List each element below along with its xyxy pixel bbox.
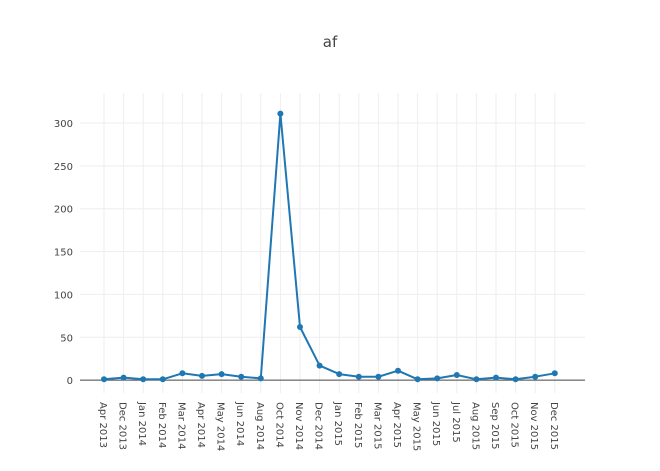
x-tick-label: Jun 2015 xyxy=(430,401,441,446)
data-point xyxy=(199,372,205,379)
data-point xyxy=(159,376,166,383)
data-point xyxy=(551,370,558,377)
x-tick-label: Oct 2015 xyxy=(509,402,520,448)
data-point xyxy=(120,374,127,381)
x-tick-label: Jan 2014 xyxy=(136,401,147,446)
data-point xyxy=(414,376,421,383)
y-tick-label: 50 xyxy=(60,333,73,344)
x-tick-label: Aug 2014 xyxy=(254,402,265,450)
data-point xyxy=(297,324,303,330)
data-point xyxy=(336,371,343,378)
x-tick-label: Apr 2013 xyxy=(97,402,108,448)
x-gridlines xyxy=(103,93,556,393)
data-point xyxy=(493,374,499,381)
data-point xyxy=(101,376,107,383)
x-tick-label: Nov 2014 xyxy=(293,402,304,450)
x-tick-label: Dec 2013 xyxy=(117,402,128,450)
data-point xyxy=(238,373,245,380)
x-tick-label: May 2014 xyxy=(215,402,226,451)
x-tick-label: Oct 2014 xyxy=(273,402,284,448)
y-axis-ticks: 0 50 100 150 200 250 300 xyxy=(54,119,73,387)
data-point xyxy=(434,375,441,382)
x-tick-label: Aug 2015 xyxy=(469,402,480,450)
x-tick-label: Nov 2015 xyxy=(528,402,539,450)
x-tick-label: Dec 2014 xyxy=(313,402,324,450)
series-line xyxy=(103,112,555,381)
x-tick-label: Jun 2014 xyxy=(234,401,245,446)
x-tick-label: Mar 2014 xyxy=(175,402,186,450)
data-point xyxy=(453,372,460,378)
x-tick-label: Feb 2014 xyxy=(156,402,167,448)
x-tick-label: Sep 2015 xyxy=(489,402,500,449)
x-tick-label: Mar 2015 xyxy=(371,402,382,450)
data-point xyxy=(375,373,382,380)
data-point xyxy=(355,373,362,380)
x-tick-label: Jan 2015 xyxy=(332,401,343,446)
y-tick-label: 150 xyxy=(54,248,73,259)
data-points xyxy=(101,110,558,383)
y-tick-label: 0 xyxy=(67,376,73,387)
x-tick-label: May 2015 xyxy=(411,402,422,451)
x-axis-ticks: Apr 2013 Dec 2013 Jan 2014 Feb 2014 Mar 2014… xyxy=(97,401,559,451)
x-tick-label: Dec 2015 xyxy=(548,402,559,450)
data-point xyxy=(532,373,539,380)
data-point xyxy=(512,376,519,383)
data-point xyxy=(395,367,401,374)
data-point xyxy=(257,375,264,382)
x-tick-label: Apr 2015 xyxy=(391,402,402,448)
data-point xyxy=(179,370,186,377)
data-point xyxy=(316,362,323,369)
x-tick-label: Feb 2015 xyxy=(352,402,363,448)
x-tick-label: Jul 2015 xyxy=(450,401,461,443)
y-tick-label: 100 xyxy=(54,290,73,301)
y-tick-label: 250 xyxy=(54,162,73,173)
y-tick-label: 200 xyxy=(54,205,73,216)
y-gridlines xyxy=(80,122,585,338)
x-tick-label: Apr 2014 xyxy=(195,402,206,448)
data-point xyxy=(473,376,480,383)
y-tick-label: 300 xyxy=(54,119,73,130)
data-point xyxy=(218,371,225,378)
data-point xyxy=(140,376,147,383)
chart-title: af xyxy=(323,33,338,51)
data-point xyxy=(277,110,284,117)
